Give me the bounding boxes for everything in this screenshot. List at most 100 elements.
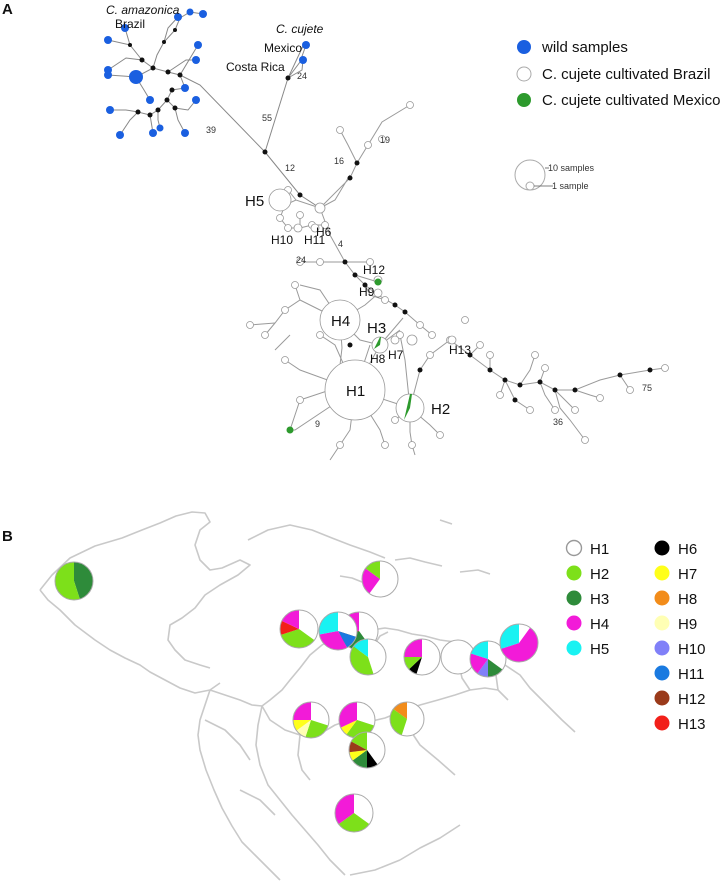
mutation-count: 16 (334, 156, 344, 166)
pie-slice-h2 (55, 562, 80, 600)
map-pie (349, 638, 387, 676)
pie-slice-h9 (296, 720, 311, 738)
pie-slice-h3 (488, 659, 503, 677)
map-legend-label-h4: H4 (590, 616, 609, 633)
pie-outline (292, 701, 330, 739)
mutation-count: 39 (206, 125, 216, 135)
wild-node (149, 129, 157, 137)
hap-label-h6: H6 (316, 225, 332, 239)
haplotype-network: C. amazonica Brazil C. cujete Mexico Cos… (104, 3, 720, 461)
map-legend-label-h6: H6 (678, 541, 697, 558)
haplotype-h11 (310, 223, 320, 233)
pie-outline (469, 640, 507, 678)
mutation-count: 24 (296, 255, 306, 265)
haplotype-h8 (390, 335, 400, 345)
label-costa-rica: Costa Rica (226, 60, 285, 74)
pie-slice-h10 (477, 659, 488, 677)
map-legend-swatch-h13 (654, 715, 670, 731)
pie-slice-h1 (299, 610, 319, 641)
hap-label-h10: H10 (271, 233, 293, 247)
network-legend: wild samples C. cujete cultivated Brazil… (516, 39, 720, 109)
mutation-count: 4 (338, 239, 343, 249)
mutation-count: 12 (285, 163, 295, 173)
hap-label-h3: H3 (367, 320, 386, 337)
hap-label-h5: H5 (245, 193, 264, 210)
map-legend-swatch-h12 (654, 690, 670, 706)
map-pie (292, 701, 330, 739)
hap-label-h12: H12 (363, 263, 385, 277)
pie-slice-h2 (390, 709, 407, 736)
pie-slice-h2 (338, 813, 370, 832)
pie-slice-h2 (280, 629, 315, 649)
pie-slice-h11 (338, 631, 357, 648)
pie-slice-h4 (293, 702, 311, 720)
map-legend-label-h7: H7 (678, 566, 697, 583)
pie-slice-h7 (349, 750, 367, 761)
hap-label-h1: H1 (346, 383, 365, 400)
label-mexico: Mexico (264, 41, 302, 55)
pie-slice-h1 (338, 612, 357, 637)
pie-slice-h4 (500, 627, 538, 663)
haplotype-h1 (324, 359, 386, 421)
pie-slice-h12 (349, 741, 367, 753)
pie-outline (279, 609, 319, 649)
map-pie (403, 638, 441, 676)
pie-slice-h6 (408, 657, 422, 675)
pie-slice-h1 (357, 702, 375, 726)
wild-node (192, 96, 200, 104)
legend-swatch-wild (517, 40, 531, 54)
hap-label-h8: H8 (370, 352, 386, 366)
pie-outline (361, 560, 399, 598)
wild-nodes (104, 8, 310, 139)
median-vectors-wild (128, 28, 303, 198)
pie-outline (403, 638, 441, 676)
haplotype-h13 (447, 335, 457, 345)
wild-node (174, 13, 182, 21)
pie-slice-h4 (361, 568, 380, 594)
pie-slice-h2 (403, 657, 422, 670)
haplotype-h7 (406, 334, 418, 346)
pie-slice-h1 (441, 640, 475, 674)
map-legend-swatch-h5 (566, 640, 582, 656)
wild-node (186, 8, 194, 16)
haplotype-h10 (293, 223, 303, 233)
pie-slice-h2 (350, 646, 374, 675)
pie-slice-h1 (311, 702, 329, 726)
map-pie (469, 640, 507, 678)
pie-outline (54, 561, 94, 601)
pie-slice-h1 (359, 612, 378, 647)
wild-node (199, 10, 207, 18)
wild-node (116, 131, 124, 139)
pie-slice-h3 (352, 750, 367, 768)
mutation-count: 75 (642, 383, 652, 393)
map-pie (334, 793, 374, 833)
pie-slice-h2 (365, 560, 380, 579)
pie-slice-h1 (354, 794, 373, 825)
legend-swatch-brazil (516, 66, 532, 82)
pie-slice-h4 (319, 631, 348, 650)
panel-label-a: A (2, 1, 13, 18)
pie-slice-h5 (499, 624, 519, 649)
haplotype-circles (268, 188, 457, 434)
pie-slice-h1 (369, 561, 398, 597)
map-legend-label-h2: H2 (590, 566, 609, 583)
map-legend-swatch-h1 (565, 539, 583, 557)
haplotype-h4 (319, 299, 361, 341)
pie-outline (499, 623, 539, 663)
pie-slice-h7 (293, 720, 311, 731)
map-legend: H1 H2 H3 H4 H5 H6 H7 H8 H9 H10 H11 H12 H13 (565, 539, 706, 733)
pie-slice-h7 (340, 720, 357, 735)
map-legend-label-h12: H12 (678, 691, 706, 708)
wild-node (106, 106, 114, 114)
map-legend-swatch-h6 (654, 540, 670, 556)
hap-label-h4: H4 (331, 313, 350, 330)
pie-slice-h6 (367, 750, 378, 768)
pie-slice-h4 (470, 653, 488, 674)
mutation-count: 24 (297, 71, 307, 81)
wild-node (146, 96, 154, 104)
median-vectors-cultivated (342, 160, 653, 403)
mutation-count: 55 (262, 113, 272, 123)
pie-slice-h5 (319, 612, 338, 635)
mexico-node (286, 426, 294, 434)
